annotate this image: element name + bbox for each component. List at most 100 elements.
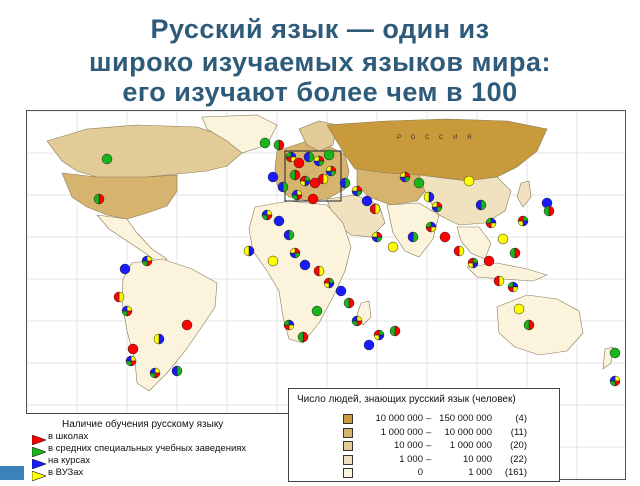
- pie-slice: [176, 365, 183, 377]
- country-pie-marker: [523, 319, 535, 331]
- pie-slice: [514, 247, 521, 259]
- pie-slice: [273, 139, 280, 151]
- country-pie-marker: [493, 275, 505, 287]
- pie-slice: [313, 155, 320, 162]
- pie-slice: [248, 245, 255, 257]
- pie-slice: [259, 137, 271, 149]
- country-pie-marker: [335, 285, 347, 297]
- pie-slice: [413, 177, 425, 189]
- pie-slice: [261, 209, 268, 216]
- country-pie-marker: [283, 229, 295, 241]
- pie-slice: [299, 175, 306, 182]
- legend-speakers-count: (11): [510, 426, 527, 438]
- pie-slice: [283, 229, 290, 241]
- country-pie-marker: [475, 199, 487, 211]
- country-pie-marker: [303, 151, 315, 163]
- pie-slice: [282, 181, 289, 193]
- pie-slice: [425, 221, 432, 228]
- legend-teaching-marker-icon: [31, 468, 47, 482]
- legend-speakers-count: (20): [510, 440, 527, 451]
- pie-slice: [480, 199, 487, 211]
- pie-slice: [343, 297, 350, 309]
- country-pie-marker: [371, 231, 383, 243]
- legend-speakers-swatch: [343, 414, 353, 424]
- legend-speakers-to: 1 000 000: [449, 440, 492, 451]
- pie-slice: [467, 257, 474, 264]
- country-pie-marker: [431, 201, 443, 213]
- country-pie-marker: [407, 231, 419, 243]
- country-pie-marker: [313, 155, 325, 167]
- pie-slice: [351, 185, 358, 192]
- pie-slice: [609, 375, 616, 382]
- pie-slice: [490, 222, 497, 229]
- pie-slice: [369, 203, 376, 215]
- pie-slice: [614, 375, 621, 382]
- pie-slice: [528, 319, 535, 331]
- pie-slice: [351, 320, 358, 327]
- legend-teaching-label: на курсах: [48, 455, 91, 466]
- pie-slice: [291, 194, 298, 201]
- pie-slice: [407, 231, 414, 243]
- legend-teaching-label: в школах: [48, 431, 89, 442]
- legend-teaching-marker-icon: [31, 432, 47, 446]
- pie-slice: [431, 201, 438, 208]
- country-pie-marker: [285, 151, 297, 163]
- pie-slice: [285, 151, 292, 158]
- pie-slice: [294, 169, 301, 181]
- legend-speakers-dash: –: [426, 453, 432, 465]
- pie-slice: [302, 331, 309, 343]
- country-pie-marker: [299, 175, 311, 187]
- pie-slice: [498, 275, 505, 287]
- pie-slice: [497, 233, 509, 245]
- pie-slice: [378, 334, 385, 341]
- country-pie-marker: [141, 255, 153, 267]
- legend-speakers-swatch: [343, 441, 353, 451]
- pie-slice: [288, 229, 295, 241]
- legend-speakers-swatch: [343, 468, 353, 478]
- pie-slice: [430, 226, 437, 233]
- legend-speakers-swatch: [343, 427, 353, 438]
- pie-slice: [483, 255, 495, 267]
- country-pie-marker: [289, 247, 301, 259]
- country-pie-marker: [413, 177, 425, 189]
- pie-slice: [289, 247, 296, 254]
- pie-slice: [141, 255, 148, 262]
- pie-slice: [98, 193, 105, 205]
- pie-slice: [512, 286, 519, 293]
- country-pie-marker: [101, 153, 113, 165]
- pie-slice: [490, 217, 497, 224]
- landmass-south-america: [121, 258, 218, 392]
- pie-slice: [363, 339, 375, 351]
- country-pie-marker: [317, 173, 329, 185]
- legend-teaching-label: в ВУЗах: [48, 467, 84, 478]
- country-pie-marker: [343, 297, 355, 309]
- pie-slice: [153, 333, 160, 345]
- landmass-africa: [248, 200, 352, 344]
- country-pie-marker: [259, 137, 271, 149]
- pie-slice: [317, 173, 324, 185]
- country-pie-marker: [453, 245, 465, 257]
- country-pie-marker: [93, 193, 105, 205]
- pie-slice: [513, 303, 525, 315]
- country-pie-marker: [127, 343, 139, 355]
- legend-speakers-to: 10 000: [462, 453, 492, 465]
- pie-slice: [439, 231, 451, 243]
- country-pie-marker: [273, 139, 285, 151]
- country-pie-marker: [267, 171, 279, 183]
- pie-slice: [289, 169, 296, 181]
- pie-slice: [278, 139, 285, 151]
- pie-slice: [371, 236, 378, 243]
- landmass-greenland: [201, 114, 278, 154]
- title-line-1: Русский язык — один из: [150, 14, 490, 44]
- country-pie-marker: [289, 169, 301, 181]
- landmass-scandinavia: [298, 120, 338, 152]
- country-pie-marker: [361, 195, 373, 207]
- pie-slice: [614, 380, 621, 387]
- legend-speakers-dash: –: [426, 426, 432, 438]
- country-pie-marker: [119, 263, 131, 275]
- pie-slice: [311, 305, 323, 317]
- country-pie-marker: [389, 325, 401, 337]
- pie-slice: [378, 329, 385, 336]
- landmass-south-asia: [386, 202, 440, 258]
- pie-slice: [507, 281, 514, 288]
